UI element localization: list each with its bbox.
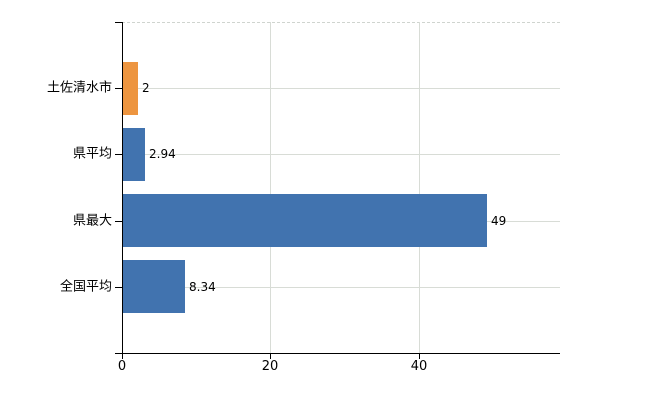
- x-tick-label: 20: [261, 359, 279, 374]
- category-gridline: [122, 88, 560, 89]
- bar-value-label: 2: [142, 81, 150, 95]
- y-axis-tick: [115, 154, 122, 155]
- x-axis-line: [115, 353, 560, 354]
- y-axis-tick: [115, 221, 122, 222]
- x-gridline: [419, 22, 420, 353]
- y-axis-tick: [115, 88, 122, 89]
- y-axis-line: [122, 22, 123, 354]
- bar-value-label: 2.94: [149, 147, 176, 161]
- y-axis-tick: [115, 287, 122, 288]
- category-label: 土佐清水市: [46, 80, 112, 96]
- plot-top-gridline: [122, 22, 560, 23]
- category-label: 全国平均: [59, 279, 112, 295]
- x-axis-tick: [419, 353, 420, 359]
- category-label: 県平均: [72, 146, 112, 162]
- bar-1: [123, 62, 138, 115]
- y-axis-top-tick: [115, 22, 122, 23]
- bar-3: [123, 194, 487, 247]
- x-tick-label: 0: [117, 359, 127, 374]
- x-gridline: [270, 22, 271, 353]
- bar-4: [123, 260, 185, 313]
- x-tick-label: 40: [410, 359, 428, 374]
- x-axis-tick: [270, 353, 271, 359]
- category-gridline: [122, 154, 560, 155]
- category-label: 県最大: [72, 213, 112, 229]
- category-gridline: [122, 287, 560, 288]
- x-axis-tick: [122, 353, 123, 359]
- bar-2: [123, 128, 145, 181]
- bar-value-label: 49: [491, 214, 507, 228]
- bar-value-label: 8.34: [189, 280, 216, 294]
